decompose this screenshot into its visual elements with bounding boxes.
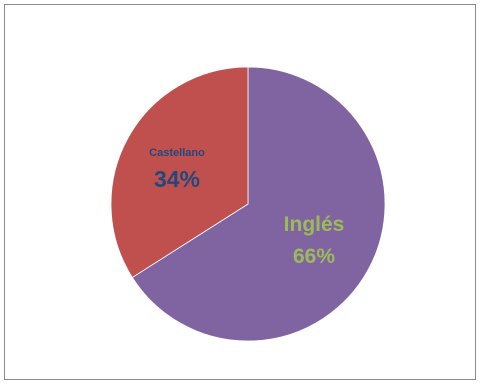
slice-label-castellano: Castellano bbox=[149, 147, 205, 159]
slice-value-ingles: 66% bbox=[293, 245, 335, 268]
chart-area: Castellano 34% Inglés 66% bbox=[4, 4, 476, 380]
slice-value-castellano: 34% bbox=[154, 166, 200, 192]
pie-chart: Castellano 34% Inglés 66% bbox=[110, 66, 386, 342]
pie-slice-castellano bbox=[110, 66, 249, 278]
slice-label-ingles: Inglés bbox=[284, 213, 345, 236]
pie-slice-ingles bbox=[131, 66, 386, 342]
